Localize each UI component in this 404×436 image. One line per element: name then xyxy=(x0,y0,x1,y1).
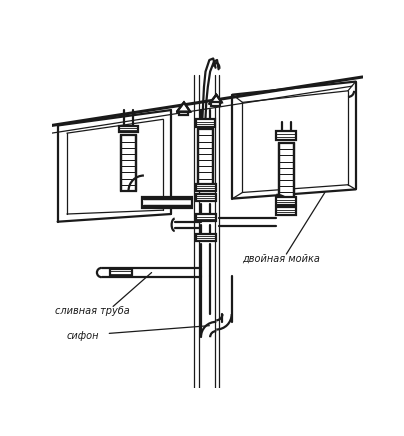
Text: сифон: сифон xyxy=(67,331,99,341)
Bar xyxy=(276,131,297,140)
Bar xyxy=(196,234,215,241)
Bar xyxy=(211,102,220,106)
Bar xyxy=(198,129,213,185)
Bar xyxy=(196,119,215,127)
Bar xyxy=(142,197,192,208)
Bar xyxy=(196,194,215,201)
Bar xyxy=(276,197,297,205)
Bar xyxy=(179,112,188,116)
Bar xyxy=(196,184,215,191)
Polygon shape xyxy=(209,95,222,104)
Bar xyxy=(279,143,294,199)
Bar xyxy=(276,207,297,215)
Bar xyxy=(196,215,215,221)
Text: сливная труба: сливная труба xyxy=(55,306,130,316)
Bar xyxy=(121,136,136,191)
Text: двойная мойка: двойная мойка xyxy=(242,254,320,264)
Bar xyxy=(119,126,138,133)
Bar xyxy=(110,269,132,276)
Polygon shape xyxy=(177,102,190,112)
